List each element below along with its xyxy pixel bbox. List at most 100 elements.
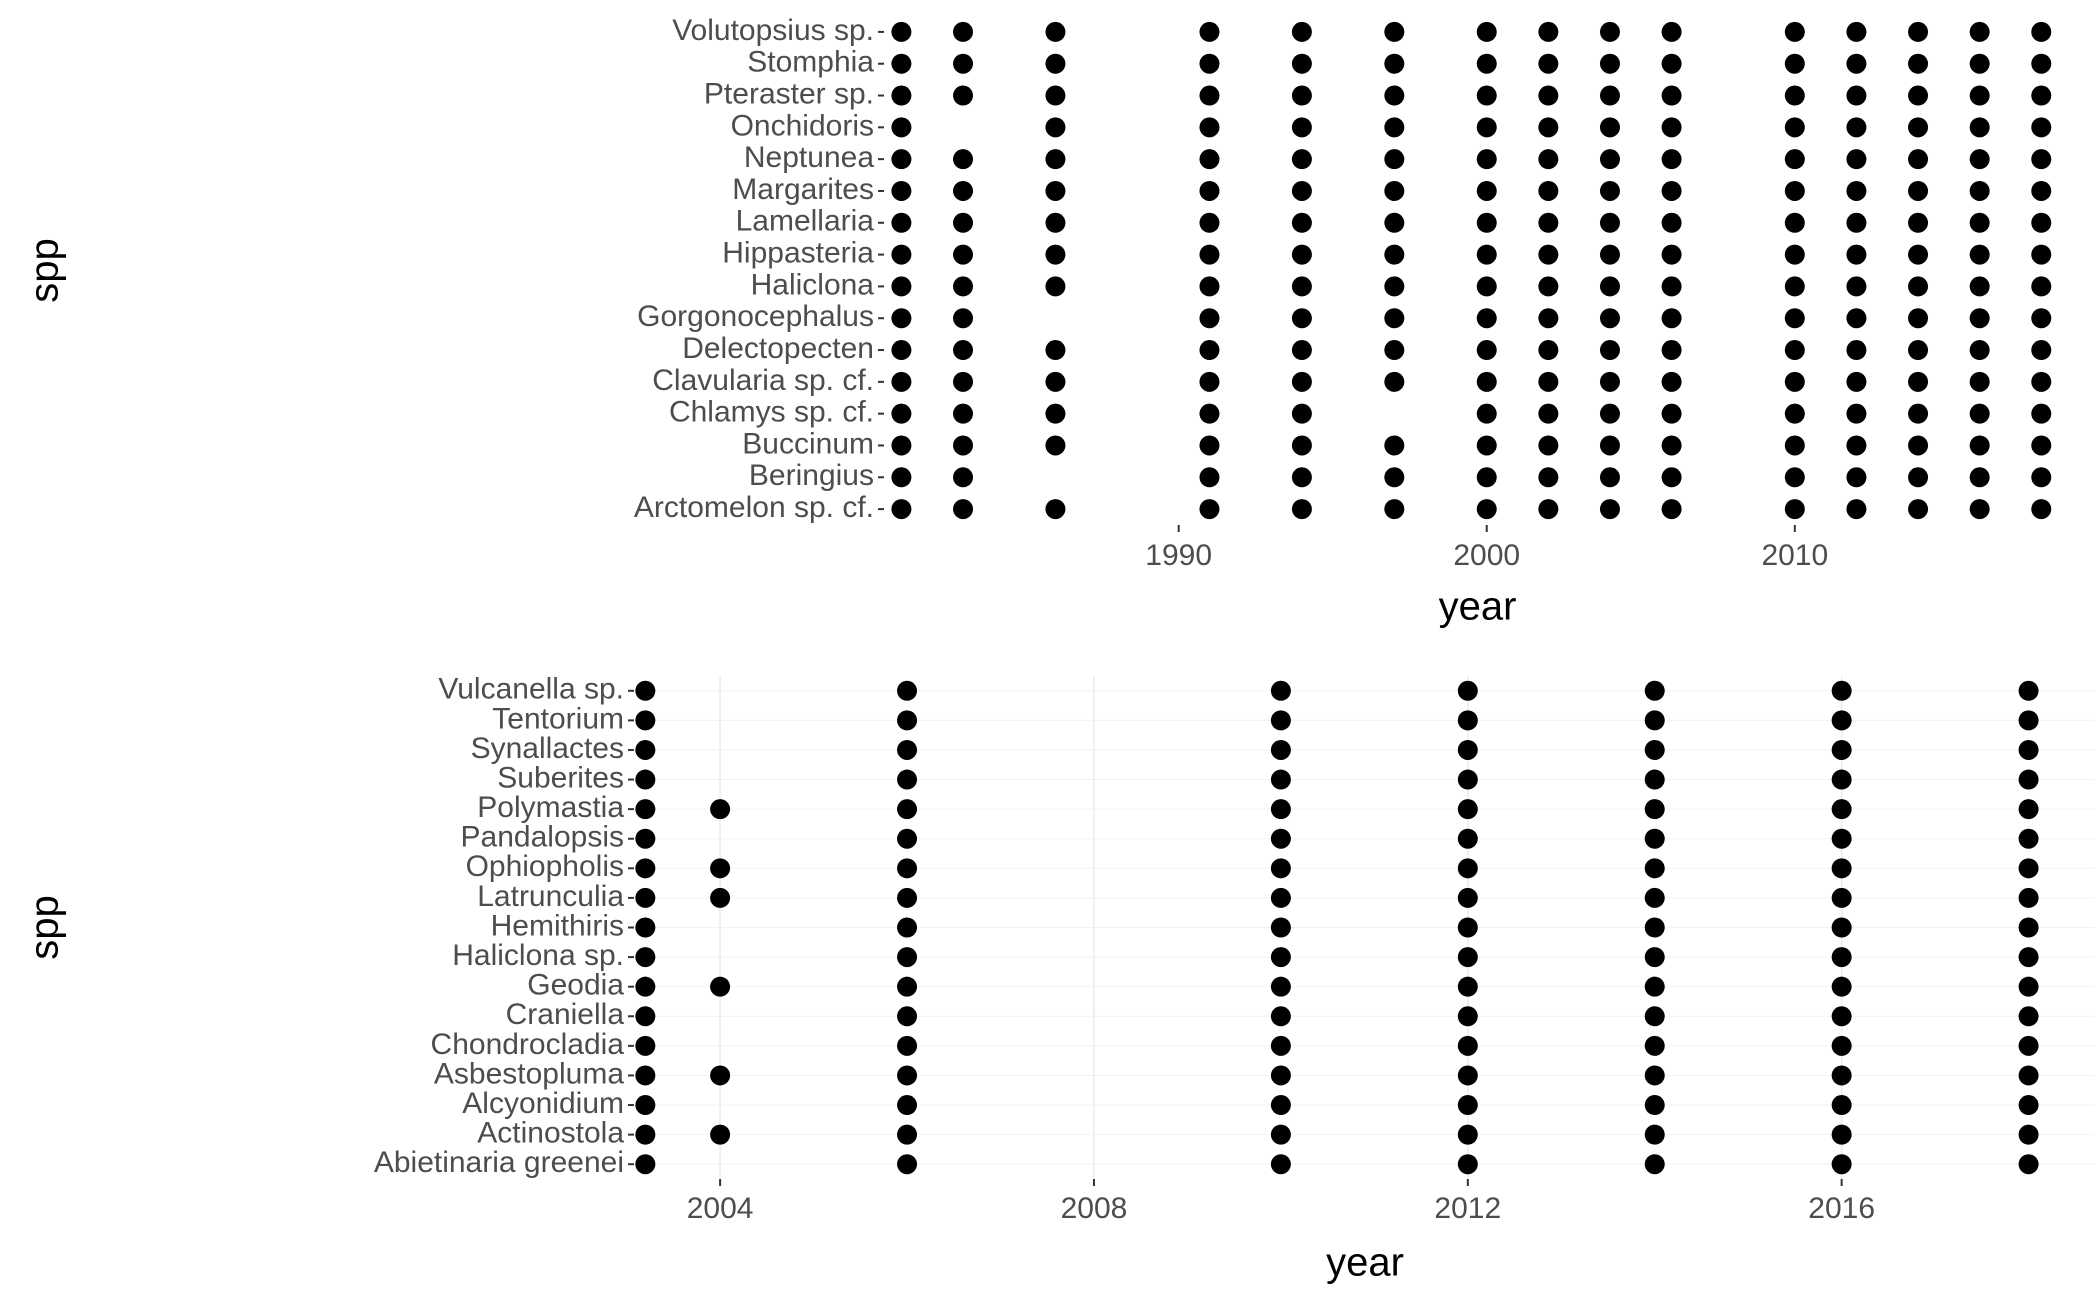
point <box>1457 976 1478 997</box>
point <box>1538 499 1559 520</box>
point <box>1644 1154 1665 1175</box>
point <box>891 85 912 106</box>
point <box>1270 710 1291 731</box>
point <box>2031 53 2052 74</box>
point <box>897 1095 918 1116</box>
point <box>1476 21 1497 42</box>
point <box>1784 340 1805 361</box>
point <box>1538 117 1559 138</box>
point <box>1199 53 1220 74</box>
point <box>897 858 918 879</box>
point <box>635 710 656 731</box>
point <box>1908 340 1929 361</box>
point <box>1784 403 1805 424</box>
y-tick-label: Pteraster sp. <box>704 77 874 110</box>
point <box>710 976 731 997</box>
point <box>2031 244 2052 265</box>
point <box>2018 1006 2039 1027</box>
point <box>1457 947 1478 968</box>
point <box>635 1124 656 1145</box>
point <box>1291 371 1312 392</box>
y-axis-label: spp <box>23 238 67 303</box>
y-tick-label: Alcyonidium <box>462 1087 624 1120</box>
point <box>2031 371 2052 392</box>
point <box>891 308 912 329</box>
point <box>1476 340 1497 361</box>
point <box>1457 828 1478 849</box>
y-tick-label: Latrunculia <box>477 880 624 913</box>
point <box>1969 499 1990 520</box>
point <box>1661 467 1682 488</box>
point <box>1831 1035 1852 1056</box>
point <box>635 1006 656 1027</box>
point <box>1908 403 1929 424</box>
point <box>1969 467 1990 488</box>
point <box>1045 403 1066 424</box>
point <box>1969 244 1990 265</box>
y-tick-label: Chondrocladia <box>431 1028 625 1061</box>
y-tick-label: Haliclona <box>751 268 875 301</box>
point <box>1457 710 1478 731</box>
point <box>1384 276 1405 297</box>
point <box>1291 308 1312 329</box>
point <box>1831 976 1852 997</box>
point <box>1784 85 1805 106</box>
point <box>2031 403 2052 424</box>
y-tick-label: Pandalopsis <box>461 821 624 854</box>
point <box>1908 435 1929 456</box>
point <box>1846 85 1867 106</box>
point <box>1784 117 1805 138</box>
point <box>1476 53 1497 74</box>
point <box>2031 149 2052 170</box>
point <box>1969 340 1990 361</box>
point <box>1291 212 1312 233</box>
point <box>1661 276 1682 297</box>
point <box>897 1124 918 1145</box>
point <box>1846 149 1867 170</box>
point <box>1644 1035 1665 1056</box>
point <box>891 371 912 392</box>
point <box>1457 1095 1478 1116</box>
point <box>891 180 912 201</box>
point <box>1538 308 1559 329</box>
point <box>635 1035 656 1056</box>
point <box>1784 149 1805 170</box>
y-tick-label: Vulcanella sp. <box>438 673 624 706</box>
point <box>1045 85 1066 106</box>
point <box>635 947 656 968</box>
y-tick-label: Onchidoris <box>731 109 874 142</box>
point <box>2031 212 2052 233</box>
point <box>953 435 974 456</box>
point <box>2018 1095 2039 1116</box>
point <box>1291 21 1312 42</box>
point <box>1831 917 1852 938</box>
point <box>891 212 912 233</box>
point <box>1599 85 1620 106</box>
point <box>1644 887 1665 908</box>
point <box>1661 149 1682 170</box>
point <box>635 828 656 849</box>
point <box>1599 149 1620 170</box>
point <box>1199 85 1220 106</box>
point <box>2018 1035 2039 1056</box>
point <box>1384 308 1405 329</box>
point <box>897 739 918 760</box>
point <box>1384 21 1405 42</box>
point <box>897 976 918 997</box>
point <box>891 117 912 138</box>
point <box>1384 467 1405 488</box>
point <box>1291 180 1312 201</box>
point <box>953 403 974 424</box>
point <box>1291 53 1312 74</box>
point <box>891 340 912 361</box>
point <box>1908 212 1929 233</box>
point <box>953 244 974 265</box>
point <box>1270 799 1291 820</box>
point <box>1784 467 1805 488</box>
point <box>953 53 974 74</box>
point <box>953 180 974 201</box>
point <box>2018 680 2039 701</box>
point <box>1846 53 1867 74</box>
point <box>1384 340 1405 361</box>
